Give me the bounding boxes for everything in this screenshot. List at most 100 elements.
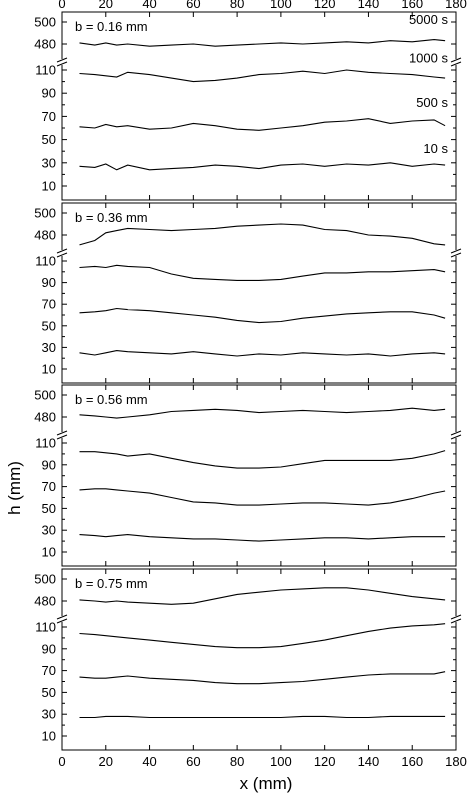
y-tick-label: 90 bbox=[42, 86, 56, 101]
y-tick-label: 30 bbox=[42, 155, 56, 170]
panel-1: 480 500 10 30 50 70 90 110 b = 0.16 mm 5000 s 1000… bbox=[34, 11, 462, 201]
series-line-4 bbox=[79, 407, 446, 419]
x-tick-label-top: 60 bbox=[186, 0, 200, 11]
y-tick-label: 70 bbox=[42, 479, 56, 494]
y-tick-label: 50 bbox=[42, 685, 56, 700]
axis-break-mark bbox=[450, 61, 462, 67]
axis-break-mark bbox=[56, 434, 68, 440]
panel-label: b = 0.36 mm bbox=[75, 210, 148, 225]
y-tick-label: 30 bbox=[42, 707, 56, 722]
panel-label: b = 0.75 mm bbox=[75, 576, 148, 591]
x-tick-label-bottom: 60 bbox=[186, 754, 200, 769]
y-tick-label: 10 bbox=[42, 362, 56, 377]
series-line-3 bbox=[79, 623, 446, 649]
x-tick-label-top: 140 bbox=[358, 0, 380, 11]
series-line-2 bbox=[79, 671, 446, 685]
axis-break-gap bbox=[452, 616, 460, 622]
y-axis-label: h (mm) bbox=[5, 461, 24, 515]
series-line-1 bbox=[79, 350, 446, 357]
x-tick-label-top: 100 bbox=[270, 0, 292, 11]
x-axis-label: x (mm) bbox=[240, 774, 293, 793]
y-tick-label: 110 bbox=[35, 436, 56, 451]
x-tick-label-bottom: 140 bbox=[358, 754, 380, 769]
x-tick-label-bottom: 0 bbox=[58, 754, 65, 769]
x-tick-label-top: 80 bbox=[230, 0, 244, 11]
y-tick-label: 10 bbox=[42, 179, 56, 194]
axis-break-gap bbox=[58, 59, 66, 65]
x-tick-label-top: 0 bbox=[58, 0, 65, 11]
time-label: 1000 s bbox=[409, 51, 449, 66]
panel-2: 480 500 10 30 50 70 90 110 b = 0.36 mm bbox=[34, 202, 462, 384]
series-line-3 bbox=[79, 450, 446, 469]
axis-break-mark bbox=[450, 434, 462, 440]
axis-break-mark bbox=[56, 618, 68, 624]
panel-frame bbox=[61, 11, 457, 201]
axis-break-mark bbox=[56, 248, 68, 254]
series-line-1 bbox=[79, 534, 446, 542]
y-tick-label: 70 bbox=[42, 109, 56, 124]
x-tick-label-bottom: 160 bbox=[401, 754, 423, 769]
y-tick-label: 90 bbox=[42, 641, 56, 656]
y-tick-label: 110 bbox=[35, 63, 56, 78]
axis-break-mark bbox=[450, 248, 462, 254]
y-tick-label: 500 bbox=[34, 15, 56, 30]
x-tick-label-bottom: 120 bbox=[314, 754, 336, 769]
y-tick-label: 90 bbox=[42, 457, 56, 472]
y-tick-label: 500 bbox=[34, 572, 56, 587]
axis-break-mark bbox=[450, 614, 462, 620]
x-tick-label-top: 40 bbox=[142, 0, 156, 11]
x-tick-label-bottom: 20 bbox=[99, 754, 113, 769]
y-tick-label: 50 bbox=[42, 501, 56, 516]
panel-label: b = 0.16 mm bbox=[75, 19, 148, 34]
axis-break-mark bbox=[450, 618, 462, 624]
axis-break-mark bbox=[56, 252, 68, 258]
series-line-4 bbox=[79, 587, 446, 605]
panel-frame bbox=[61, 568, 457, 751]
series-line-2 bbox=[79, 307, 446, 324]
y-tick-label: 480 bbox=[34, 228, 56, 243]
time-label: 5000 s bbox=[409, 12, 449, 27]
time-label: 10 s bbox=[423, 141, 448, 156]
y-tick-label: 30 bbox=[42, 523, 56, 538]
series-line-2 bbox=[79, 118, 446, 131]
axis-break-mark bbox=[450, 252, 462, 258]
series-line-1 bbox=[79, 715, 446, 719]
x-tick-label-bottom: 100 bbox=[270, 754, 292, 769]
y-tick-label: 50 bbox=[42, 318, 56, 333]
y-tick-label: 10 bbox=[42, 729, 56, 744]
y-tick-label: 480 bbox=[34, 37, 56, 52]
y-tick-label: 480 bbox=[34, 410, 56, 425]
y-tick-label: 10 bbox=[42, 545, 56, 560]
axis-break-mark bbox=[450, 57, 462, 63]
x-tick-label-top: 160 bbox=[401, 0, 423, 11]
y-tick-label: 70 bbox=[42, 297, 56, 312]
x-tick-label-bottom: 40 bbox=[142, 754, 156, 769]
y-tick-label: 90 bbox=[42, 275, 56, 290]
time-label: 500 s bbox=[416, 95, 448, 110]
y-tick-label: 500 bbox=[34, 388, 56, 403]
series-line-3 bbox=[79, 264, 446, 281]
axis-break-gap bbox=[58, 250, 66, 256]
y-tick-label: 50 bbox=[42, 132, 56, 147]
y-tick-label: 110 bbox=[35, 620, 56, 635]
axis-break-mark bbox=[56, 614, 68, 620]
panel-4: 480 500 10 30 50 70 90 110 b = 0.75 mm bbox=[34, 568, 462, 751]
series-line-4 bbox=[79, 39, 446, 47]
axis-break-mark bbox=[56, 57, 68, 63]
x-tick-label-top: 120 bbox=[314, 0, 336, 11]
series-line-3 bbox=[79, 69, 446, 83]
axis-break-gap bbox=[452, 59, 460, 65]
axis-break-gap bbox=[452, 250, 460, 256]
panel-label: b = 0.56 mm bbox=[75, 392, 148, 407]
axis-break-gap bbox=[58, 432, 66, 438]
y-tick-label: 70 bbox=[42, 663, 56, 678]
panel-3: 480 500 10 30 50 70 90 110 b = 0.56 mm bbox=[34, 384, 462, 567]
y-tick-label: 480 bbox=[34, 594, 56, 609]
axis-break-mark bbox=[56, 61, 68, 67]
axis-break-gap bbox=[58, 616, 66, 622]
x-tick-label-bottom: 180 bbox=[445, 754, 467, 769]
series-line-4 bbox=[79, 223, 446, 246]
axis-break-mark bbox=[56, 430, 68, 436]
x-tick-label-top: 180 bbox=[445, 0, 467, 11]
